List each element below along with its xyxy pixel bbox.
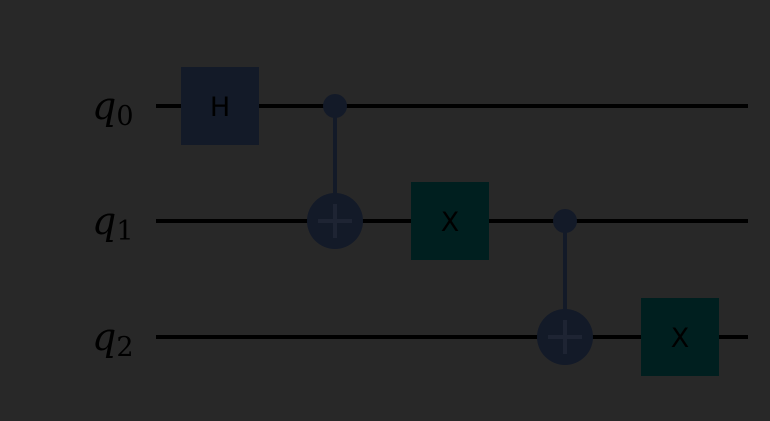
cnot-q0-q1 bbox=[307, 94, 363, 249]
gate-h-q0: H bbox=[181, 67, 259, 145]
qubit-label-2: q2 bbox=[92, 315, 134, 363]
qubit-label-name: q bbox=[92, 84, 116, 128]
qubit-label-0: q0 bbox=[92, 84, 134, 132]
qubit-label-1: q1 bbox=[92, 199, 134, 247]
qubit-label-name: q bbox=[92, 315, 116, 359]
gate-label: X bbox=[441, 207, 460, 238]
cnot-q1-q2 bbox=[537, 209, 593, 365]
control-dot bbox=[323, 94, 347, 118]
qubit-label-index: 0 bbox=[116, 101, 133, 132]
control-dot bbox=[553, 209, 577, 233]
gate-label: X bbox=[671, 323, 690, 354]
gate-x-q1: X bbox=[411, 182, 489, 260]
gates-layer: H X X bbox=[181, 67, 719, 376]
gate-box bbox=[641, 298, 719, 376]
qubit-label-index: 2 bbox=[116, 332, 133, 363]
gate-x-q2: X bbox=[641, 298, 719, 376]
qubit-label-name: q bbox=[92, 199, 116, 243]
qubit-label-index: 1 bbox=[116, 216, 133, 247]
gate-box bbox=[411, 182, 489, 260]
gate-box bbox=[181, 67, 259, 145]
gate-label: H bbox=[210, 92, 230, 123]
